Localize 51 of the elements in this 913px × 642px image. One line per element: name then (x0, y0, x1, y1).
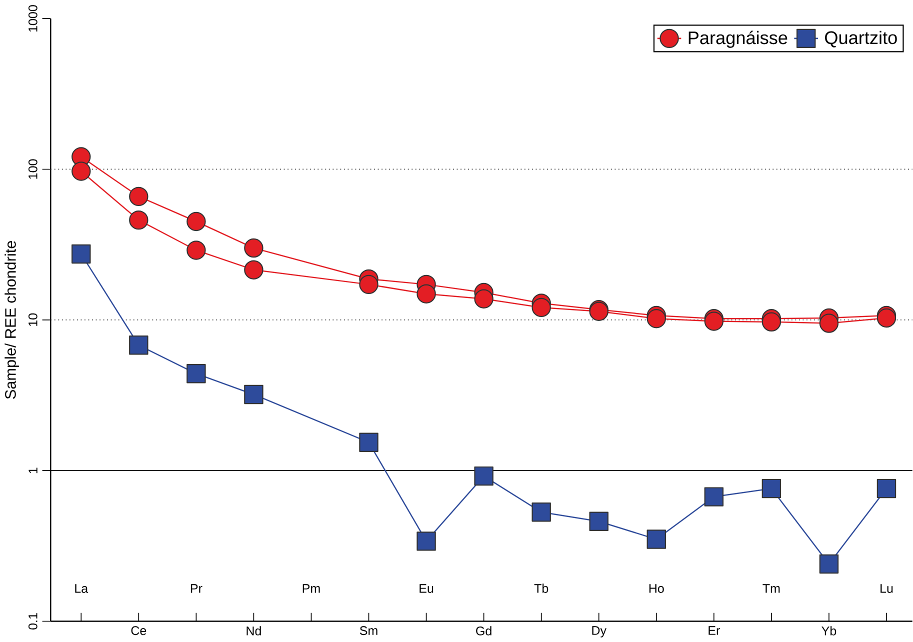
x-tick-label: Tb (534, 584, 548, 593)
x-tick-label: Sm (360, 626, 378, 636)
legend-label: Quartzito (825, 30, 897, 48)
y-tick-label: 10 (28, 313, 38, 326)
point (876, 478, 896, 498)
point (244, 260, 264, 280)
point (129, 186, 148, 206)
x-tick-label: Nd (246, 626, 261, 636)
point (186, 364, 206, 384)
point (819, 314, 839, 333)
point (532, 502, 551, 522)
x-tick-label: La (75, 584, 88, 593)
point (72, 244, 91, 264)
point (416, 532, 436, 551)
point (359, 432, 378, 452)
x-tick-label: Pm (302, 584, 320, 593)
y-tick-label: 1 (28, 468, 38, 474)
point (704, 487, 724, 506)
x-tick-label: Yb (822, 626, 836, 636)
point (129, 336, 148, 355)
point (589, 512, 608, 532)
point (762, 478, 782, 498)
x-tick-label: Tm (762, 584, 780, 593)
point (244, 238, 264, 258)
y-tick-label: 0.1 (28, 613, 38, 630)
point (646, 530, 666, 549)
y-tick-label: 1000 (28, 5, 38, 32)
x-tick-label: Eu (420, 584, 434, 593)
point (359, 274, 378, 294)
x-tick-label: Er (708, 626, 720, 635)
y-axis-title: Sample/ REE chondrite (4, 240, 19, 399)
point (186, 240, 206, 260)
x-tick-label: Ce (131, 626, 146, 636)
point (646, 308, 666, 328)
point (532, 298, 551, 318)
point (72, 162, 91, 181)
point (762, 312, 782, 332)
point (416, 284, 436, 304)
x-tick-label: Gd (476, 626, 492, 636)
x-tick-label: Lu (880, 584, 893, 593)
point (186, 212, 206, 232)
y-tick-label: 100 (28, 159, 38, 179)
point (474, 289, 494, 308)
point (819, 554, 839, 574)
x-tick-label: Pr (190, 584, 202, 593)
x-tick-label: Ho (649, 584, 664, 593)
point (129, 210, 148, 230)
point (474, 466, 494, 486)
legend-label: Paragnáisse (688, 30, 788, 48)
x-tick-label: Dy (592, 626, 606, 638)
point (244, 384, 264, 404)
